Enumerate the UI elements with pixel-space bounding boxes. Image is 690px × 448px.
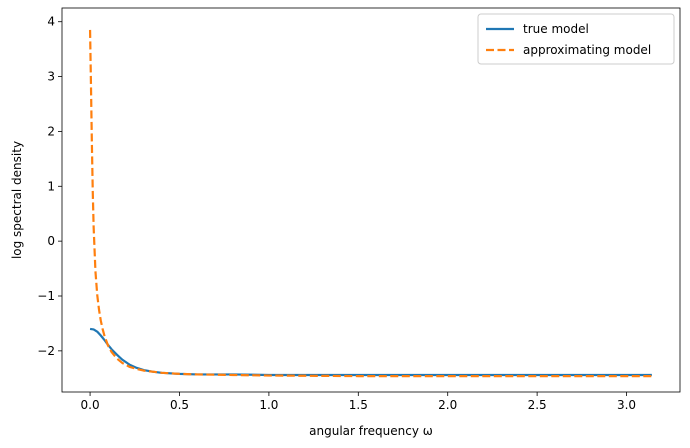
series-line-1 xyxy=(89,327,652,377)
x-tick-label: 2.0 xyxy=(438,398,457,412)
legend-box xyxy=(477,13,675,65)
y-tick-label: 4 xyxy=(47,15,55,29)
x-tick-label: 0.5 xyxy=(170,398,189,412)
legend-entry-label: true model xyxy=(523,22,589,36)
series-line-2 xyxy=(88,29,652,378)
x-tick-label: 3.0 xyxy=(617,398,636,412)
y-axis-label: log spectral density xyxy=(10,141,24,259)
series-layer xyxy=(88,29,652,378)
x-tick-label: 0.0 xyxy=(81,398,100,412)
legend: true model approximating model xyxy=(477,13,675,65)
y-tick-label: 2 xyxy=(47,124,55,138)
x-axis-ticks: 0.0 0.5 1.0 1.5 2.0 2.5 3.0 xyxy=(81,392,636,412)
y-axis-ticks: −2 −1 0 1 2 3 4 xyxy=(37,15,62,358)
x-tick-label: 1.0 xyxy=(259,398,278,412)
y-tick-label: 0 xyxy=(47,234,55,248)
y-tick-label: −2 xyxy=(37,344,55,358)
legend-entry-label: approximating model xyxy=(523,43,651,57)
axes-frame xyxy=(61,7,681,393)
x-tick-label: 2.5 xyxy=(528,398,547,412)
y-tick-label: 3 xyxy=(47,70,55,84)
x-axis-label: angular frequency ω xyxy=(309,424,433,438)
y-tick-label: −1 xyxy=(37,289,55,303)
x-tick-label: 1.5 xyxy=(349,398,368,412)
y-tick-label: 1 xyxy=(47,179,55,193)
